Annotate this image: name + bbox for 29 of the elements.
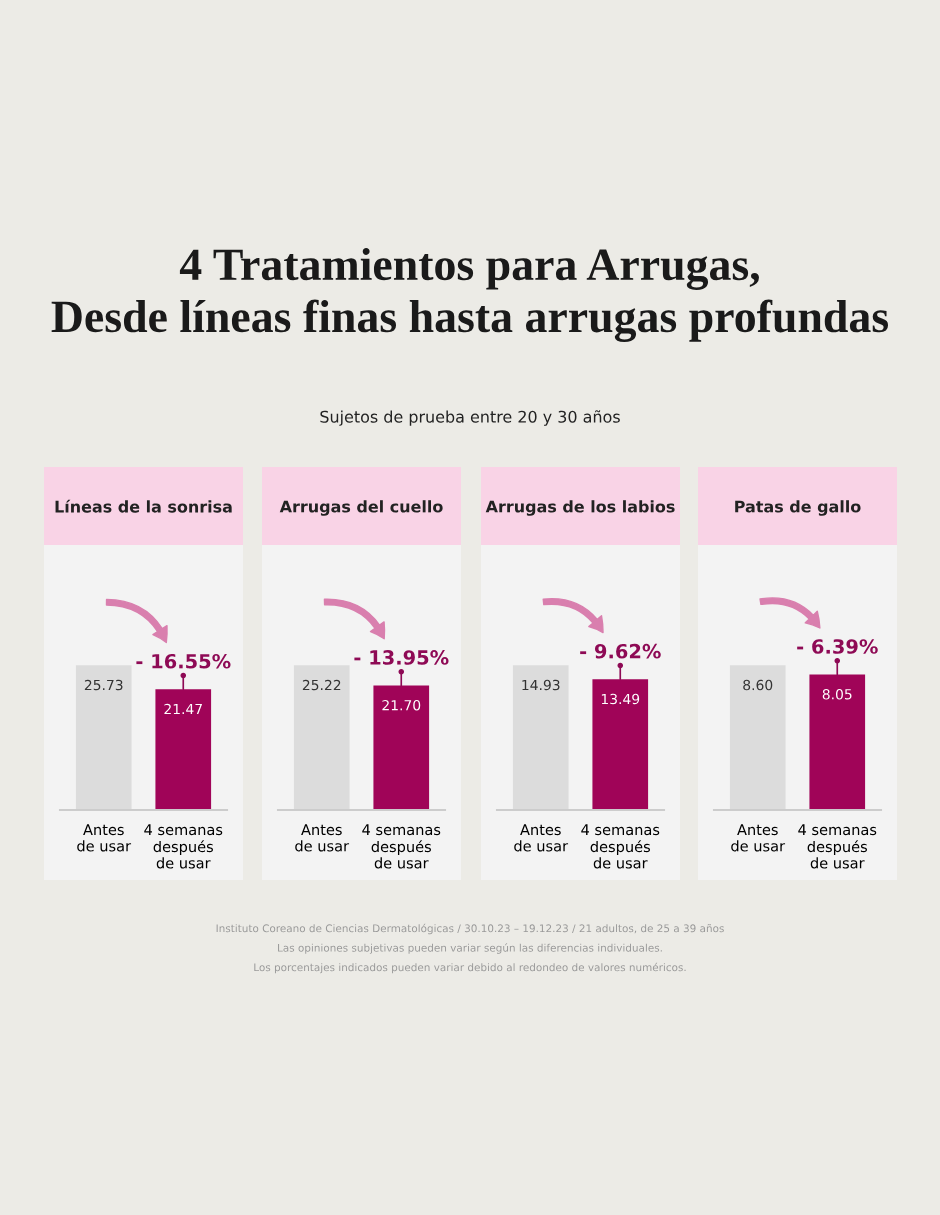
data-label: 8.05 [822, 689, 852, 700]
chart-title: Arrugas del cuello [279, 500, 443, 516]
x-tick-label: 4 semanas después de usar [144, 824, 223, 869]
data-label: 14.93 [522, 679, 560, 691]
data-label: 13.49 [601, 693, 640, 705]
data-label: 21.70 [382, 699, 421, 711]
chart-title: Líneas de la sonrisa [55, 499, 232, 513]
annotation: - 13.95% [354, 650, 449, 665]
x-tick-label: Antes de usar [731, 824, 786, 852]
x-tick-label: Antes de usar [514, 824, 569, 852]
text: Los porcentajes indicados pueden variar debido al redondeo de valores numéricos. [254, 962, 686, 974]
x-tick-label: Antes de usar [295, 824, 350, 852]
x-tick-label: Antes de usar [77, 824, 132, 852]
text: Sujetos de prueba entre 20 y 30 años [320, 410, 620, 426]
text: Instituto Coreano de Ciencias Dermatológicas / 30.10.23 – 19.12.23 / 21 adultos, de 25 a 39 años [216, 923, 724, 935]
data-label: 8.60 [743, 679, 773, 691]
chart-title: Arrugas de los labios [485, 500, 675, 516]
annotation: - 6.39% [797, 639, 878, 654]
data-label: 25.73 [84, 679, 123, 691]
x-tick-label: 4 semanas después de usar [798, 824, 877, 869]
annotation: - 16.55% [136, 653, 231, 669]
x-tick-label: 4 semanas después de usar [581, 824, 660, 869]
chart-title: Patas de gallo [735, 500, 861, 516]
x-tick-label: 4 semanas después de usar [362, 824, 441, 869]
data-label: 21.47 [164, 703, 202, 715]
text: Las opiniones subjetivas pueden variar según las diferencias individuales. [278, 943, 662, 954]
data-label: 25.22 [302, 679, 341, 691]
text: 4 Tratamientos para Arrugas, Desde líneas finas hasta arrugas profundas [51, 248, 889, 342]
annotation: - 9.62% [580, 643, 661, 659]
